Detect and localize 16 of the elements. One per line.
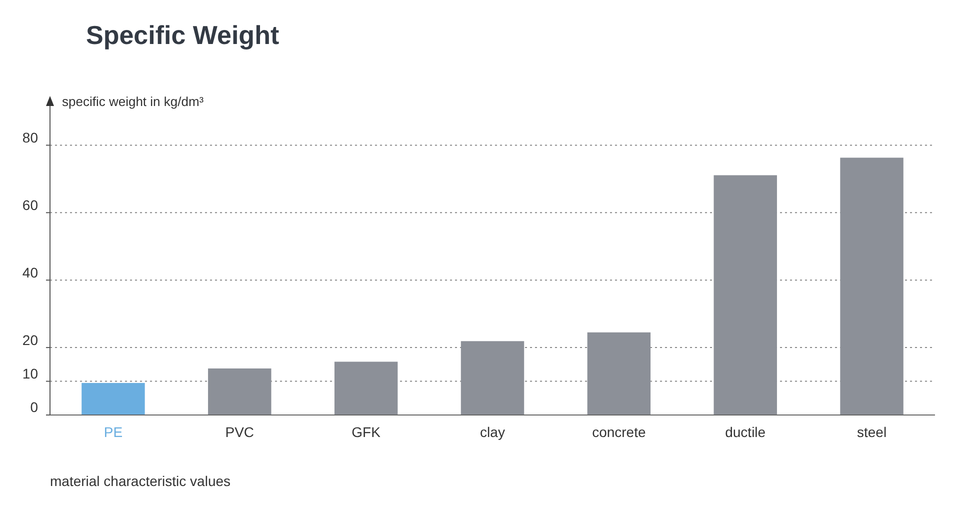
- chart-title: Specific Weight: [86, 20, 280, 50]
- y-tick-label: 20: [22, 332, 38, 348]
- x-tick-label: ductile: [725, 424, 766, 440]
- x-tick-label: PVC: [225, 424, 254, 440]
- x-axis-title: material characteristic values: [50, 473, 231, 489]
- x-tick-label: steel: [856, 424, 887, 440]
- x-tick-label: GFK: [352, 424, 382, 440]
- y-tick-label: 60: [22, 196, 38, 213]
- y-tick-label: 40: [22, 264, 38, 280]
- y-tick-label: 80: [22, 129, 38, 146]
- y-tick-label: 0: [30, 399, 38, 416]
- x-tick-label: concrete: [592, 424, 646, 440]
- x-tick-label: PE: [104, 424, 123, 440]
- x-tick-label: clay: [480, 424, 505, 440]
- y-tick-label: 10: [22, 365, 38, 382]
- y-axis-title: specific weight in kg/dm³: [62, 94, 204, 109]
